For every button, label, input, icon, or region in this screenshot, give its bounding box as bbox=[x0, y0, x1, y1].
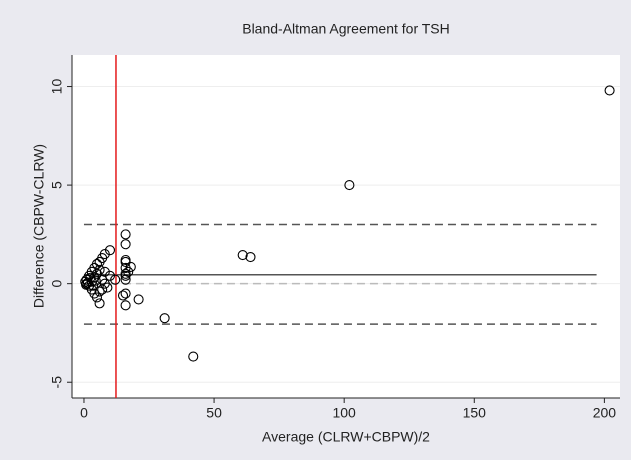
x-axis-label: Average (CLRW+CBPW)/2 bbox=[262, 429, 430, 445]
point bbox=[94, 264, 105, 275]
point bbox=[245, 252, 256, 263]
point bbox=[88, 280, 99, 291]
point bbox=[159, 313, 170, 324]
point bbox=[94, 298, 105, 309]
point bbox=[604, 85, 615, 96]
point bbox=[82, 277, 93, 288]
point bbox=[120, 300, 131, 311]
point bbox=[344, 180, 355, 191]
y-tick-label: 10 bbox=[49, 79, 65, 95]
point bbox=[120, 288, 131, 299]
point bbox=[117, 290, 129, 301]
point bbox=[237, 250, 248, 261]
plot-area bbox=[72, 55, 620, 398]
point bbox=[120, 274, 131, 285]
y-tick-label: -5 bbox=[49, 376, 65, 389]
point bbox=[97, 284, 108, 295]
point bbox=[104, 270, 116, 281]
x-tick-label: 0 bbox=[80, 405, 88, 421]
x-tick-label: 50 bbox=[206, 405, 222, 421]
point bbox=[90, 275, 101, 286]
point bbox=[120, 270, 131, 281]
point bbox=[120, 239, 131, 250]
point bbox=[94, 256, 105, 268]
point bbox=[102, 282, 113, 293]
point bbox=[188, 351, 199, 362]
y-axis-label: Difference (CBPW-CLRW) bbox=[31, 144, 47, 308]
x-tick-label: 200 bbox=[593, 405, 617, 421]
point bbox=[133, 294, 144, 305]
x-tick-label: 150 bbox=[463, 405, 487, 421]
point bbox=[120, 229, 131, 240]
y-tick-label: 5 bbox=[49, 181, 65, 189]
x-tick-label: 100 bbox=[332, 405, 356, 421]
point bbox=[125, 261, 136, 272]
y-tick-label: 0 bbox=[49, 280, 65, 288]
chart-title: Bland-Altman Agreement for TSH bbox=[242, 21, 450, 37]
point bbox=[94, 286, 105, 297]
